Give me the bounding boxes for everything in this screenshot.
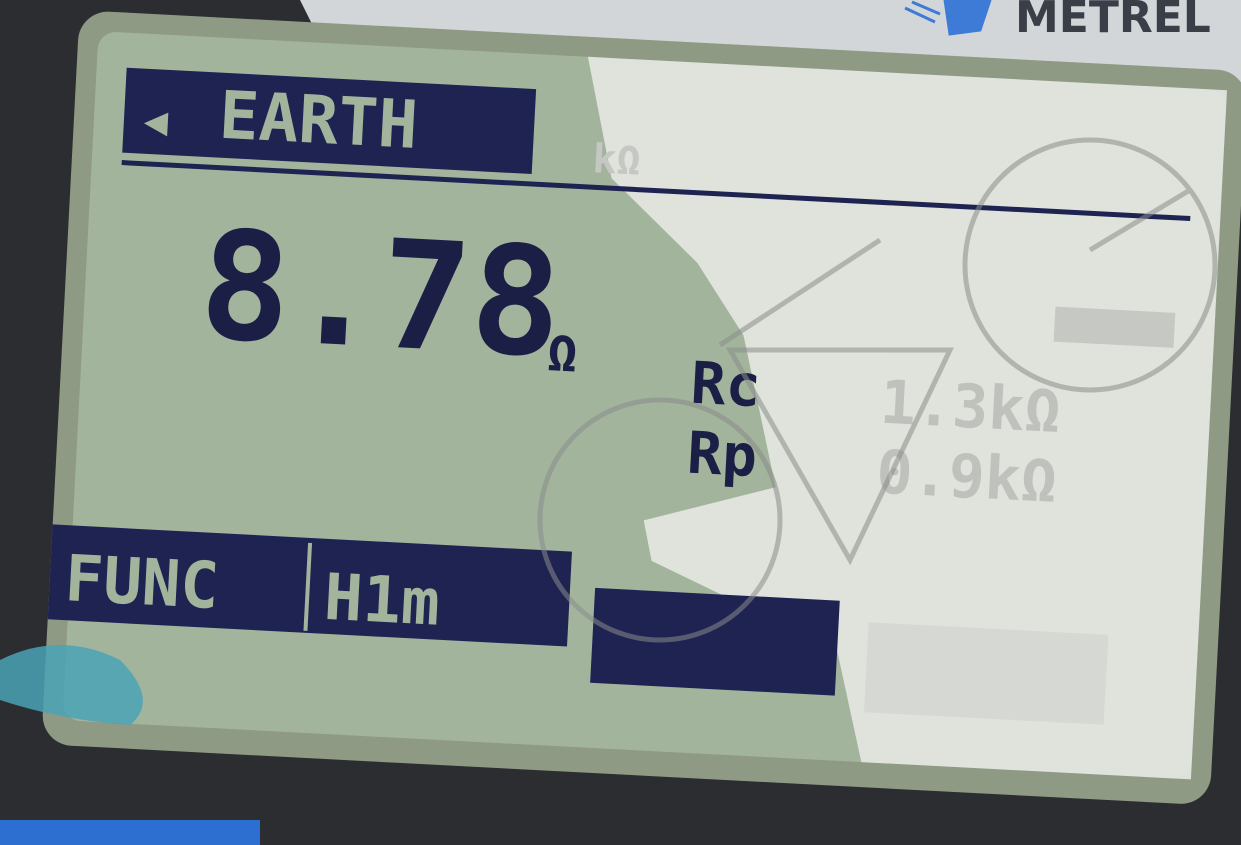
softkey-blank [590,588,840,696]
main-reading: 8.78 [196,199,566,392]
header-icon: ◀ [143,98,169,145]
softkey-label: H1m [322,561,441,641]
header-unit: kΩ [591,136,642,184]
photo: METREL ◀ EARTH kΩ 8.78 Ω Rc Rp 1.3kΩ 0.9… [0,0,1241,845]
softkey-faded [864,622,1108,724]
function-name: EARTH [217,77,419,164]
sub-label: Rp [686,419,759,491]
brand-name: METREL [1015,0,1211,43]
battery-icon [1054,307,1176,348]
case-edge [0,820,260,845]
page: METREL ◀ EARTH kΩ 8.78 Ω Rc Rp 1.3kΩ 0.9… [0,0,1241,845]
softkey-label: FUNC [63,542,221,624]
main-unit: Ω [546,324,579,383]
lcd-group: ◀ EARTH kΩ 8.78 Ω Rc Rp 1.3kΩ 0.9kΩ FUNC… [41,10,1241,805]
